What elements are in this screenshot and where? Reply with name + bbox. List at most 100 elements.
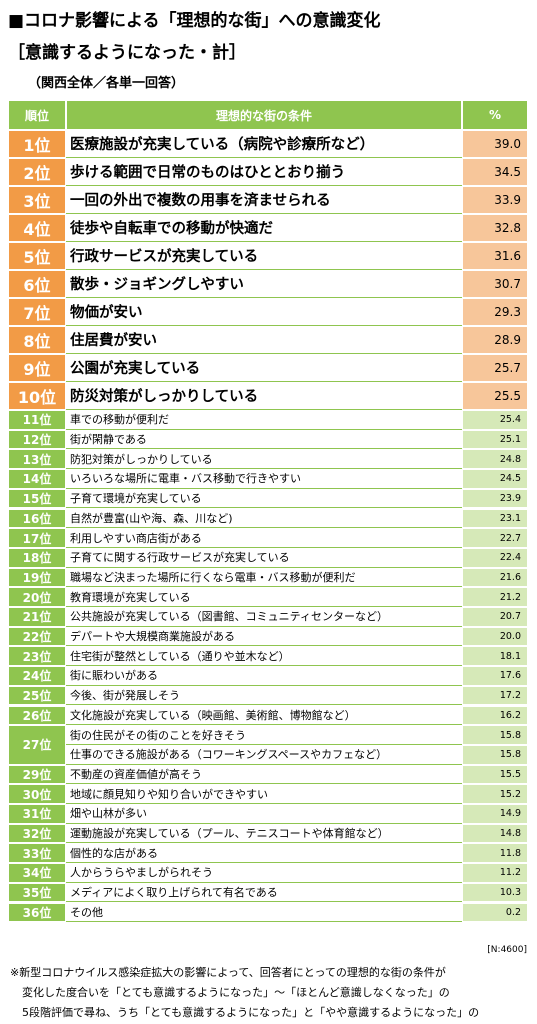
rank: 25位 (8, 685, 66, 706)
condition: 住居費が安い (66, 326, 462, 354)
percent: 39.0 (462, 130, 528, 158)
condition: 運動施設が充実している（プール、テニスコートや体育館など） (66, 824, 462, 844)
percent: 20.0 (462, 626, 528, 647)
condition: 子育て環境が充実している (66, 489, 462, 509)
rank: 31位 (8, 804, 66, 824)
percent: 24.5 (462, 469, 528, 489)
percent: 25.4 (462, 410, 528, 430)
rank: 26位 (8, 705, 66, 726)
sample-size: [N:4600] (487, 945, 527, 955)
rank: 13位 (8, 449, 66, 470)
rank: 19位 (8, 567, 66, 588)
condition: 教育環境が充実している (66, 587, 462, 607)
rank: 16位 (8, 508, 66, 529)
footnote-line: ※新型コロナウイルス感染症拡大の影響によって、回答者にとっての理想的な街の条件が (10, 966, 446, 979)
condition: メディアによく取り上げられて有名である (66, 883, 462, 903)
rank: 33位 (8, 843, 66, 864)
percent: 17.2 (462, 685, 528, 706)
rank: 10位 (8, 382, 66, 410)
percent: 15.8 (462, 725, 528, 745)
percent: 33.9 (462, 186, 528, 214)
condition: 一回の外出で複数の用事を済ませられる (66, 186, 462, 214)
condition: 個性的な店がある (66, 843, 462, 864)
condition: 畑や山林が多い (66, 804, 462, 824)
footnote-line: 5段階評価で尋ね、うち「とても意識するようになった」と「やや意識するようになった… (22, 1006, 480, 1019)
percent: 21.2 (462, 587, 528, 607)
percent: 25.1 (462, 429, 528, 450)
rank: 8位 (8, 326, 66, 354)
rank: 14位 (8, 469, 66, 489)
rank: 18位 (8, 547, 66, 568)
percent: 29.3 (462, 298, 528, 326)
condition: 人からうらやましがられそう (66, 863, 462, 883)
condition: 自然が豊富(山や海、森、川など) (66, 509, 462, 529)
rank: 7位 (8, 298, 66, 326)
rank: 35位 (8, 882, 66, 903)
condition: いろいろな場所に電車・バス移動で行きやすい (66, 469, 462, 489)
rank: 21位 (8, 607, 66, 627)
percent: 17.6 (462, 666, 528, 686)
percent: 15.5 (462, 764, 528, 785)
condition: 地域に顔見知りや知り合いができやすい (66, 784, 462, 804)
rank: 32位 (8, 823, 66, 844)
condition: 職場など決まった場所に行くなら電車・バス移動が便利だ (66, 568, 462, 588)
condition: 仕事のできる施設がある（コワーキングスペースやカフェなど） (66, 745, 462, 765)
condition: 街に賑わいがある (66, 666, 462, 686)
percent: 10.3 (462, 882, 528, 903)
rank: 17位 (8, 528, 66, 548)
rank: 20位 (8, 587, 66, 607)
title: ■コロナ影響による「理想的な街」への意識変化 (8, 11, 381, 31)
condition: その他 (66, 903, 462, 923)
rank: 1位 (8, 130, 66, 158)
rank: 30位 (8, 784, 66, 804)
percent: 14.9 (462, 804, 528, 824)
percent: 18.1 (462, 646, 528, 667)
percent: 23.9 (462, 488, 528, 509)
condition: 防災対策がしっかりしている (66, 382, 462, 410)
condition: 物価が安い (66, 298, 462, 326)
percent: 34.5 (462, 158, 528, 186)
rank: 29位 (8, 764, 66, 785)
percent: 24.8 (462, 449, 528, 470)
scope: （関西全体／各単一回答） (28, 76, 185, 91)
rank: 2位 (8, 158, 66, 186)
rank: 6位 (8, 270, 66, 298)
percent: 28.9 (462, 326, 528, 354)
rank: 24位 (8, 666, 66, 686)
percent: 20.7 (462, 607, 528, 627)
header-rank: 順位 (8, 100, 66, 130)
rank: 27位 (8, 725, 66, 765)
condition: 子育てに関する行政サービスが充実している (66, 548, 462, 568)
condition: 徒歩や自転車での移動が快適だ (66, 214, 462, 242)
condition: 街の住民がその街のことを好きそう (66, 725, 462, 745)
rank: 11位 (8, 410, 66, 430)
percent: 30.7 (462, 270, 528, 298)
percent: 25.5 (462, 382, 528, 410)
rank: 5位 (8, 242, 66, 270)
condition: 行政サービスが充実している (66, 242, 462, 270)
percent: 31.6 (462, 242, 528, 270)
rank: 3位 (8, 186, 66, 214)
condition: 歩ける範囲で日常のものはひととおり揃う (66, 158, 462, 186)
percent: 11.2 (462, 863, 528, 883)
percent: 11.8 (462, 843, 528, 864)
rank: 4位 (8, 214, 66, 242)
percent: 16.2 (462, 705, 528, 726)
percent: 23.1 (462, 508, 528, 529)
rank: 34位 (8, 863, 66, 883)
subtitle: ［意識するようになった・計］ (8, 43, 246, 63)
footnote-line: 変化した度合いを「とても意識するようになった」～「ほとんど意識しなくなった」の (22, 986, 450, 999)
condition: デパートや大規模商業施設がある (66, 627, 462, 647)
condition: 防犯対策がしっかりしている (66, 449, 462, 470)
rank: 23位 (8, 646, 66, 667)
condition: 住宅街が整然としている（通りや並木など） (66, 646, 462, 667)
header-condition: 理想的な街の条件 (66, 100, 462, 130)
percent: 21.6 (462, 567, 528, 588)
condition: 公共施設が充実している（図書館、コミュニティセンターなど） (66, 607, 462, 627)
percent: 15.8 (462, 744, 528, 765)
condition: 散歩・ジョギングしやすい (66, 270, 462, 298)
percent: 22.7 (462, 528, 528, 548)
condition: 不動産の資産価値が高そう (66, 765, 462, 785)
rank: 22位 (8, 626, 66, 647)
